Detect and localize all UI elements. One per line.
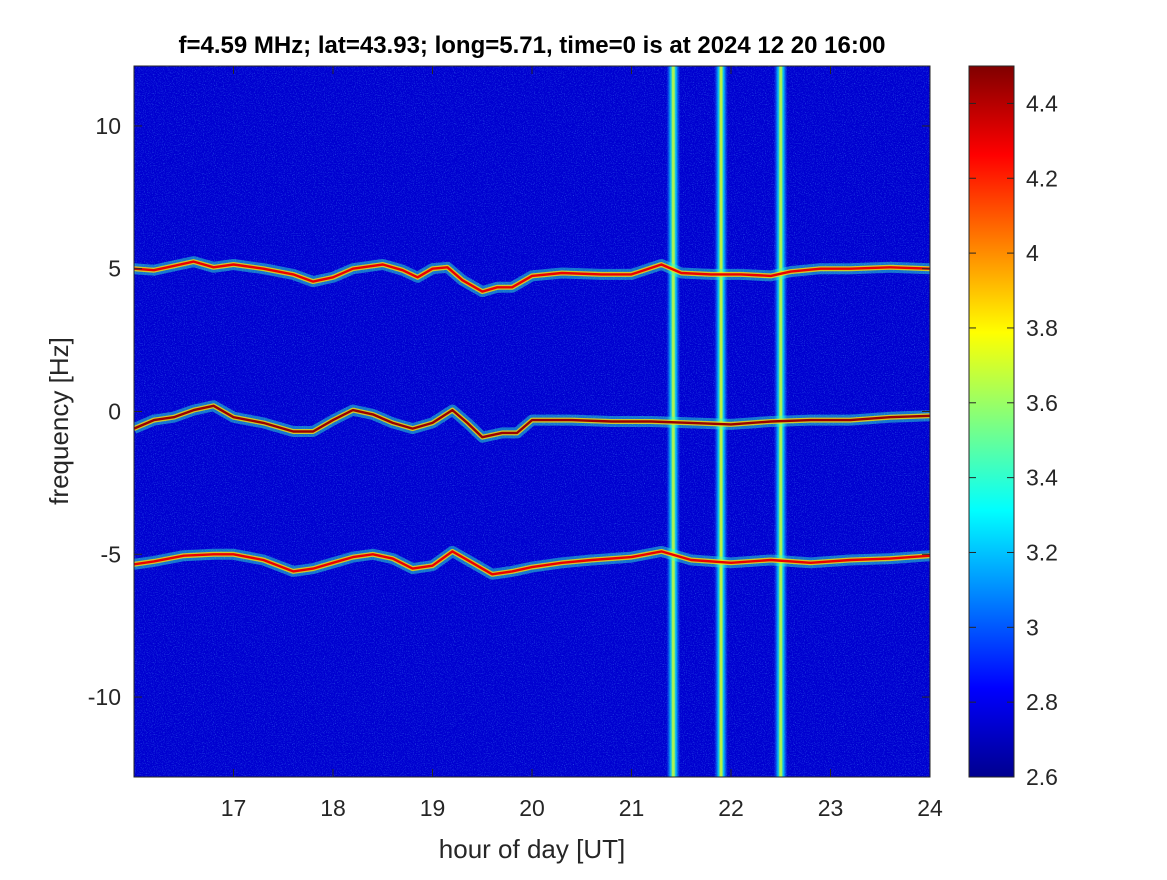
broadband-stripe-core-2 xyxy=(719,66,723,777)
doppler-traces xyxy=(134,256,930,580)
trace-upper xyxy=(134,260,930,293)
colorbar-tick-label: 2.8 xyxy=(1026,689,1058,715)
x-axis-ticks: 17 18 19 20 21 22 23 24 xyxy=(221,66,943,821)
colorbar-tick-label: 2.6 xyxy=(1026,764,1058,790)
x-tick-label: 18 xyxy=(320,795,346,821)
x-tick-label: 24 xyxy=(917,795,943,821)
y-tick-label: -5 xyxy=(101,541,121,567)
x-tick-label: 23 xyxy=(818,795,844,821)
colorbar-tick-label: 3.2 xyxy=(1026,539,1058,565)
y-axis-label: frequency [Hz] xyxy=(44,337,74,505)
y-tick-label: -10 xyxy=(88,684,121,710)
trace-lower xyxy=(134,550,930,576)
colorbar-tick-label: 3 xyxy=(1026,614,1039,640)
colorbar-tick-label: 3.8 xyxy=(1026,315,1058,341)
colorbar-scale xyxy=(968,65,1015,778)
x-tick-label: 22 xyxy=(718,795,744,821)
x-tick-label: 19 xyxy=(420,795,446,821)
y-tick-label: 0 xyxy=(108,399,121,425)
x-axis-label: hour of day [UT] xyxy=(439,834,625,864)
colorbar-tick-label: 3.4 xyxy=(1026,465,1058,491)
x-tick-label: 20 xyxy=(519,795,545,821)
y-axis-ticks: 10 5 0 -5 -10 xyxy=(88,113,930,710)
chart-title: f=4.59 MHz; lat=43.93; long=5.71, time=0… xyxy=(178,32,885,59)
colorbar-ticks: 4.4 4.2 4 3.8 3.6 3.4 3.2 3 2.8 2.6 xyxy=(969,90,1058,790)
colorbar-tick-label: 3.6 xyxy=(1026,390,1058,416)
trace-center xyxy=(134,404,930,439)
y-tick-label: 5 xyxy=(108,256,121,282)
heatmap-area xyxy=(134,66,930,777)
colorbar: 4.4 4.2 4 3.8 3.6 3.4 3.2 3 2.8 2.6 xyxy=(968,65,1058,790)
colorbar-tick-label: 4.2 xyxy=(1026,165,1058,191)
colorbar-tick-label: 4.4 xyxy=(1026,90,1058,116)
x-tick-label: 17 xyxy=(221,795,247,821)
x-tick-label: 21 xyxy=(619,795,645,821)
y-tick-label: 10 xyxy=(95,113,121,139)
colorbar-tick-label: 4 xyxy=(1026,240,1039,266)
